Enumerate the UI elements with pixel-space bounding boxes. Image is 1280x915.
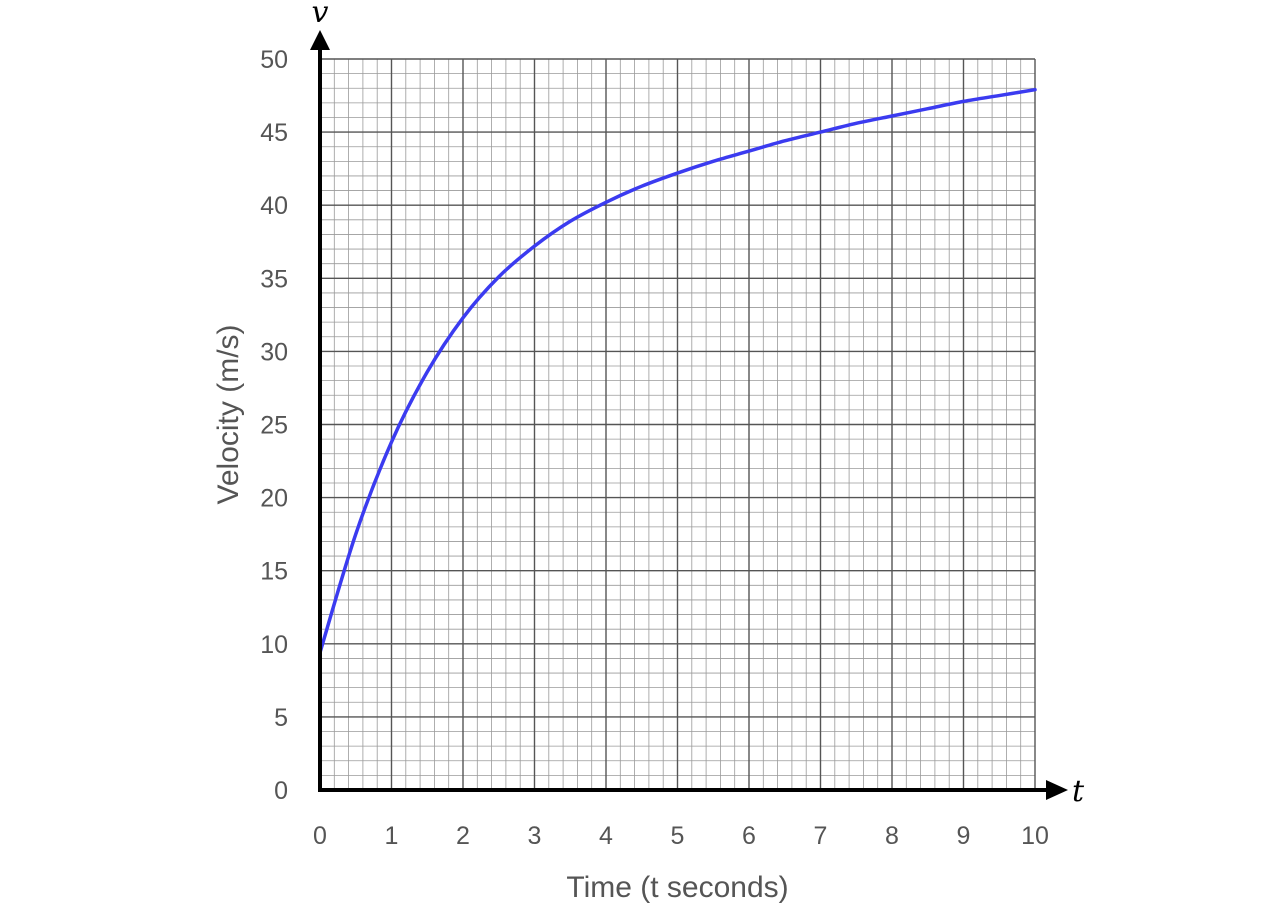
major-grid bbox=[319, 58, 1036, 791]
x-tick-label: 8 bbox=[885, 822, 899, 850]
x-tick-label: 10 bbox=[1021, 822, 1049, 850]
x-tick-label: 4 bbox=[599, 822, 613, 850]
x-tick-label: 9 bbox=[957, 822, 971, 850]
x-axis-variable: t bbox=[1072, 774, 1085, 809]
y-tick-label: 35 bbox=[260, 265, 288, 293]
y-tick-label: 10 bbox=[260, 631, 288, 659]
y-tick-label: 25 bbox=[260, 412, 288, 440]
y-tick-label: 0 bbox=[274, 777, 288, 805]
x-tick-labels: 0 1 2 3 4 5 6 7 8 9 10 bbox=[313, 822, 1049, 850]
x-tick-label: 3 bbox=[528, 822, 542, 850]
y-axis-arrowhead bbox=[310, 30, 330, 50]
x-tick-label: 1 bbox=[385, 822, 399, 850]
y-tick-label: 20 bbox=[260, 485, 288, 513]
x-tick-label: 6 bbox=[742, 822, 756, 850]
x-tick-label: 7 bbox=[814, 822, 828, 850]
x-tick-label: 2 bbox=[456, 822, 470, 850]
series-layer bbox=[318, 87, 1037, 655]
y-tick-label: 15 bbox=[260, 558, 288, 586]
velocity-curve bbox=[318, 87, 1037, 655]
x-axis-title: Time (t seconds) bbox=[566, 871, 788, 904]
y-axis-title: Velocity (m/s) bbox=[212, 324, 245, 504]
y-tick-label: 45 bbox=[260, 119, 288, 147]
y-tick-label: 40 bbox=[260, 192, 288, 220]
x-tick-label: 0 bbox=[313, 822, 327, 850]
y-tick-label: 30 bbox=[260, 338, 288, 366]
y-tick-labels: 0 5 10 15 20 25 30 35 40 45 50 bbox=[260, 46, 288, 805]
x-tick-label: 5 bbox=[671, 822, 685, 850]
axes bbox=[310, 30, 1068, 800]
y-tick-label: 50 bbox=[260, 46, 288, 74]
y-axis-variable: v bbox=[312, 0, 329, 30]
y-tick-label: 5 bbox=[274, 704, 288, 732]
x-axis-arrowhead bbox=[1046, 780, 1068, 800]
